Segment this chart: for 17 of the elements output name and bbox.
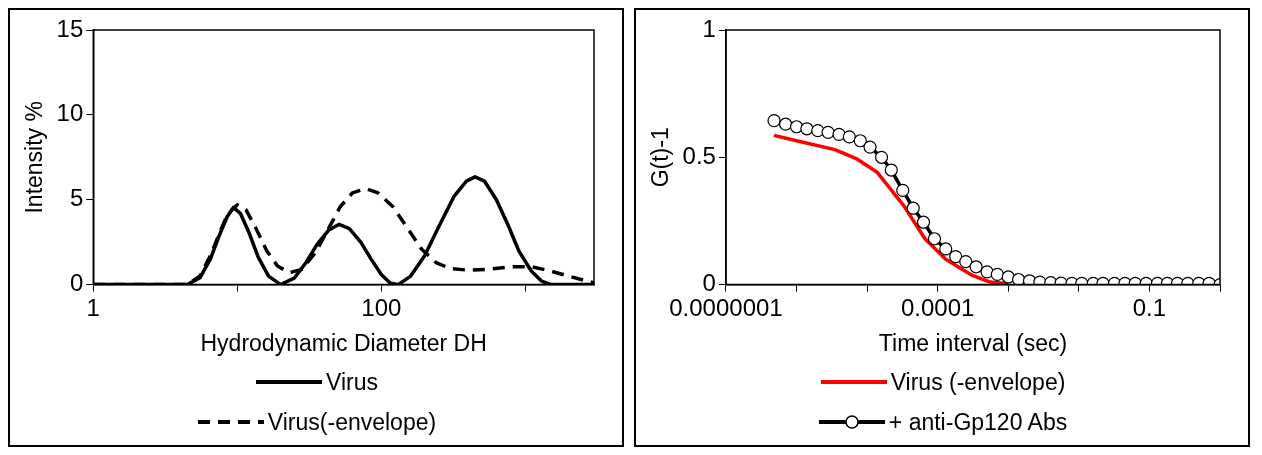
x-tick-label: 0.1 [1132,293,1167,321]
y-tick-label: 0 [69,269,84,297]
y-tick-label: 10 [56,99,84,127]
y-tick-label: 15 [56,14,84,42]
legend-label: Virus (-envelope) [890,368,1066,396]
legend-label: Virus(-envelope) [267,408,437,436]
x-axis-title: Hydrodynamic Diameter DH [200,329,487,356]
y-tick-label: 1 [702,14,716,42]
legend-label: + anti-Gp120 Abs [888,408,1068,436]
x-tick-label: 100 [361,293,402,321]
x-axis-title: Time interval (sec) [878,329,1068,356]
y-axis-title: G(t)-1 [647,127,674,188]
x-tick-label: 0.0001 [900,293,975,321]
legend-label: Virus [326,368,378,396]
y-tick-label: 5 [69,184,84,212]
y-axis-title: Intensity % [21,101,48,214]
y-tick-label: 0.5 [682,141,716,169]
